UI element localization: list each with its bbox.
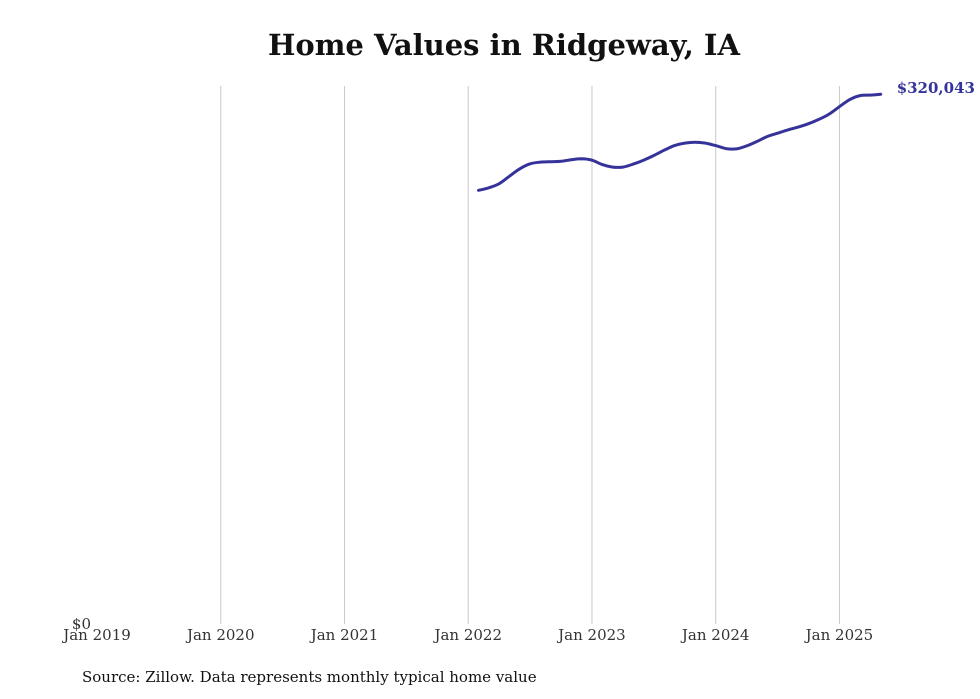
source-note: Source: Zillow. Data represents monthly … xyxy=(82,668,537,686)
end-value-label: $320,043 xyxy=(897,79,975,97)
x-tick-label: Jan 2023 xyxy=(556,626,626,644)
x-tick-label: Jan 2022 xyxy=(432,626,502,644)
x-tick-label: Jan 2025 xyxy=(804,626,874,644)
y-axis-ticks: $0 xyxy=(72,615,91,633)
end-labels: $320,043 xyxy=(897,79,975,97)
series-line-0 xyxy=(477,92,883,192)
gridlines xyxy=(220,86,840,624)
x-axis-ticks: Jan 2019 Jan 2020 Jan 2021 Jan 2022 Jan 2023… xyxy=(61,626,873,644)
x-tick-label: Jan 2021 xyxy=(309,626,379,644)
x-tick-label: Jan 2024 xyxy=(680,626,750,644)
x-tick-label: Jan 2020 xyxy=(185,626,255,644)
chart-title: Home Values in Ridgeway, IA xyxy=(268,28,740,62)
x-tick-label: Jan 2019 xyxy=(61,626,131,644)
series-lines xyxy=(477,92,883,192)
y-tick-label: $0 xyxy=(72,615,91,633)
